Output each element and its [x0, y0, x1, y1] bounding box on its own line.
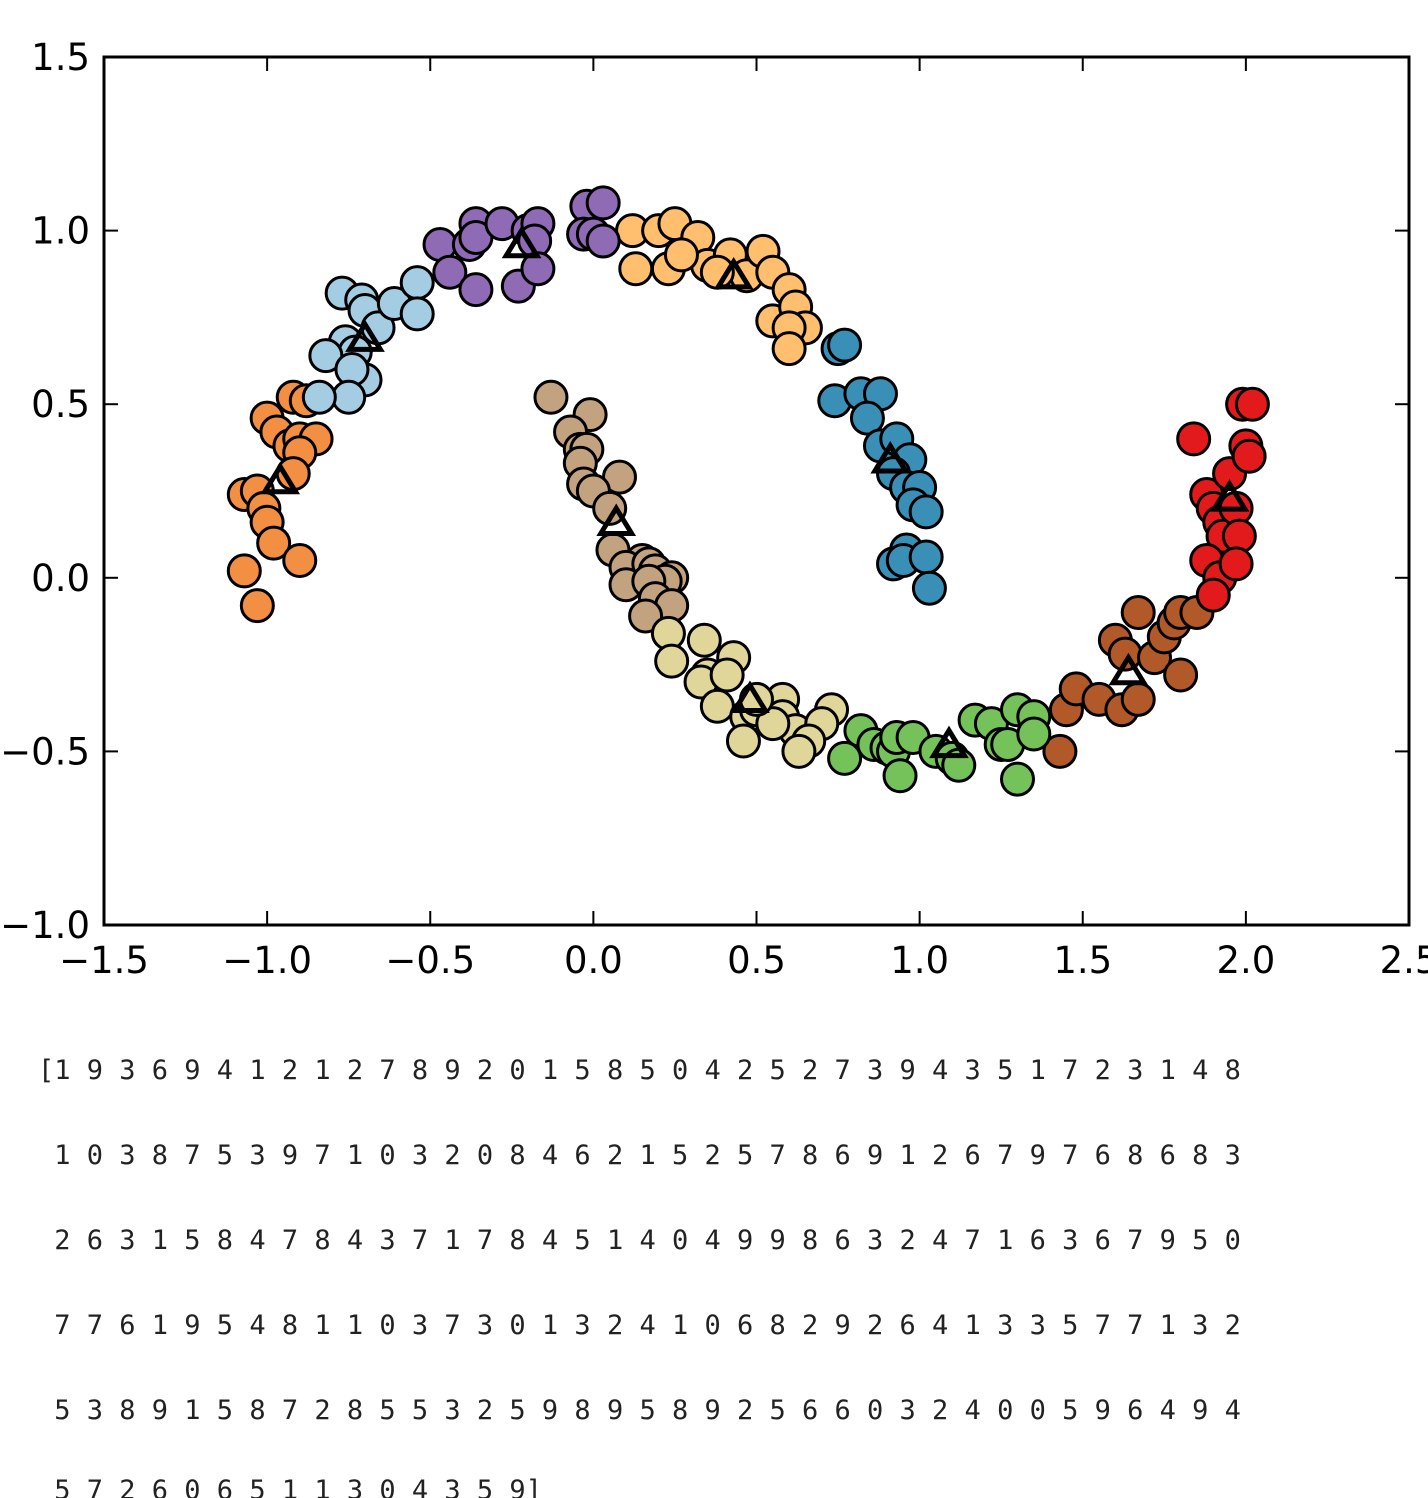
scatter-point-cluster-7 — [686, 622, 722, 658]
y-tick-label: −0.5 — [0, 730, 90, 773]
scatter-point-cluster-9 — [1016, 716, 1052, 752]
scatter-point-cluster-6 — [592, 490, 628, 526]
scatter-point-cluster-4 — [585, 185, 621, 221]
scatter-point-cluster-0 — [1042, 733, 1078, 769]
scatter-point-cluster-7 — [755, 706, 791, 742]
label-line: 5 7 2 6 0 6 5 1 1 3 0 4 3 5 9] — [38, 1475, 542, 1498]
cluster-center-4 — [501, 225, 542, 259]
x-tick-label: −1.5 — [59, 939, 149, 982]
label-line: 2 6 3 1 5 8 4 7 8 4 3 7 1 7 8 4 5 1 4 0 … — [38, 1225, 1241, 1256]
scatter-point-cluster-9 — [1000, 761, 1035, 797]
scatter-point-cluster-1 — [1234, 386, 1270, 422]
scatter-point-cluster-3 — [911, 570, 947, 606]
x-tick-label: 2.5 — [1380, 939, 1428, 982]
label-line: 7 7 6 1 9 5 4 8 1 1 0 3 7 3 0 1 3 2 4 1 … — [38, 1310, 1241, 1341]
scatter-point-cluster-0 — [1120, 595, 1156, 631]
label-line: [1 9 3 6 9 4 1 2 1 2 7 8 9 2 0 1 5 8 5 0… — [38, 1055, 1241, 1086]
x-tick-label: 0.0 — [564, 939, 623, 982]
scatter-point-cluster-1 — [1218, 546, 1254, 582]
scatter-point-cluster-1 — [1176, 421, 1212, 457]
scatter-point-cluster-6 — [533, 379, 569, 415]
scatter-point-cluster-3 — [908, 539, 944, 575]
scatter-point-cluster-1 — [1231, 438, 1267, 474]
y-tick-label: −1.0 — [0, 904, 90, 947]
scatter-point-cluster-7 — [654, 643, 690, 679]
y-tick-label: 0.0 — [31, 557, 90, 600]
cluster-center-5 — [260, 461, 301, 495]
plot-frame — [102, 55, 1411, 927]
chart-svg: −1.5 −1.0 −0.5 0.0 0.5 1.0 1.5 2.0 2.5−1.0−0.50.… — [0, 36, 1428, 982]
cluster-center-1 — [1209, 479, 1250, 512]
scatter-point-cluster-9 — [882, 758, 918, 794]
x-tick-label: 2.0 — [1216, 939, 1275, 982]
kmeans-scatter-chart: −1.5 −1.0 −0.5 0.0 0.5 1.0 1.5 2.0 2.5 −1.0 −0.5 0.… — [0, 36, 1428, 982]
x-tick-label: 1.0 — [890, 939, 949, 982]
cluster-center-3 — [870, 440, 911, 474]
y-tick-label: 1.5 — [31, 36, 90, 79]
cluster-center-8 — [345, 319, 385, 352]
scatter-point-cluster-4 — [585, 223, 621, 259]
scatter-point-cluster-4 — [458, 272, 494, 308]
label-line: 5 3 8 9 1 5 8 7 2 8 5 5 3 2 5 9 8 9 5 8 … — [38, 1395, 1241, 1426]
x-tick-label: −1.0 — [222, 939, 312, 982]
tick-labels: −1.5 −1.0 −0.5 0.0 0.5 1.0 1.5 2.0 2.5−1.0−0.50.… — [0, 36, 1428, 982]
scatter-point-cluster-9 — [827, 740, 863, 776]
scatter-point-cluster-0 — [1163, 657, 1199, 693]
scatter-point-cluster-3 — [849, 400, 885, 436]
scatter-point-cluster-7 — [699, 688, 735, 724]
cluster-center-6 — [596, 503, 637, 536]
scatter-point-cluster-7 — [781, 733, 817, 769]
scatter-point-cluster-2 — [771, 331, 807, 367]
scatter-point-cluster-8 — [399, 265, 435, 301]
scatter-point-cluster-8 — [399, 296, 435, 332]
label-line: 1 0 3 8 7 5 3 9 7 1 0 3 2 0 8 4 6 2 1 5 … — [38, 1140, 1241, 1171]
scatter-point-cluster-5 — [226, 553, 262, 589]
scatter-point-cluster-7 — [725, 723, 761, 759]
y-tick-label: 1.0 — [31, 210, 90, 253]
scatter-point-cluster-2 — [663, 237, 699, 273]
scatter-point-cluster-1 — [1195, 577, 1231, 613]
scatter-point-cluster-3 — [908, 494, 944, 530]
scatter-point-cluster-4 — [432, 254, 468, 290]
x-tick-label: −0.5 — [385, 939, 475, 982]
scatter-point-cluster-5 — [239, 588, 275, 624]
cluster-label-output: [1 9 3 6 9 4 1 2 1 2 7 8 9 2 0 1 5 8 5 0… — [0, 1035, 1428, 1498]
data-points — [226, 185, 1270, 797]
scatter-point-cluster-0 — [1120, 681, 1156, 717]
scatter-point-cluster-5 — [282, 542, 318, 578]
cluster-centers — [260, 225, 1250, 759]
cluster-center-2 — [713, 256, 754, 290]
x-tick-label: 0.5 — [727, 939, 786, 982]
scatter-point-cluster-8 — [301, 379, 337, 415]
scatter-point-cluster-5 — [256, 525, 292, 561]
cluster-center-7 — [730, 680, 770, 714]
x-tick-label: 1.5 — [1053, 939, 1112, 982]
scatter-point-cluster-6 — [628, 598, 664, 634]
scatter-point-cluster-7 — [709, 657, 745, 693]
scatter-point-cluster-8 — [331, 379, 367, 415]
scatter-point-cluster-3 — [827, 327, 863, 363]
y-tick-label: 0.5 — [31, 383, 90, 426]
cluster-center-0 — [1108, 652, 1149, 686]
scatter-point-cluster-2 — [618, 251, 654, 287]
cluster-center-9 — [929, 725, 969, 759]
